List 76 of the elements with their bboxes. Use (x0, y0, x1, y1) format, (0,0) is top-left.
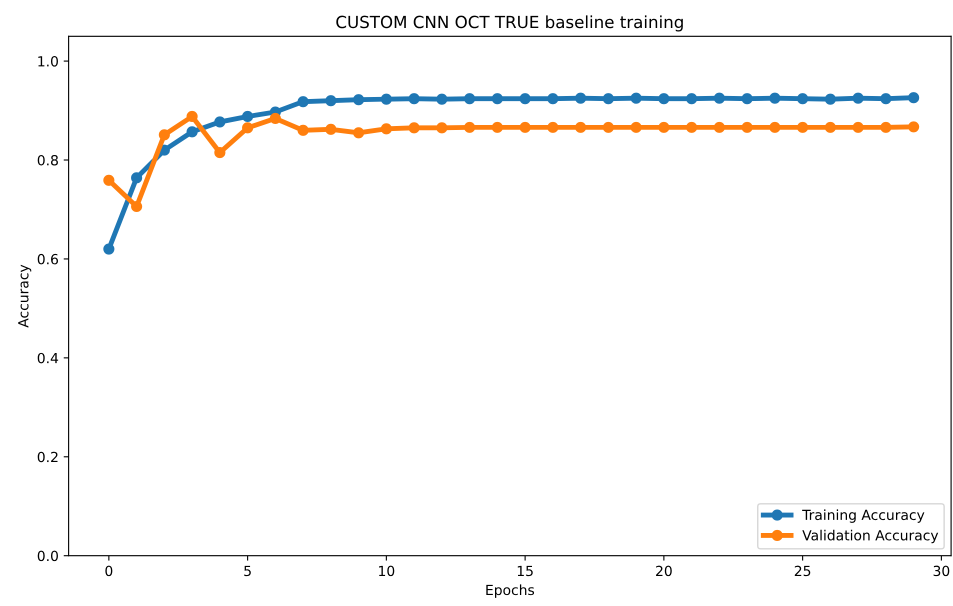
point (270, 112, 281, 124)
point (464, 93, 476, 104)
point (769, 122, 780, 133)
point (547, 93, 558, 104)
point (353, 127, 364, 138)
point (852, 122, 864, 133)
point (298, 96, 309, 108)
point (797, 93, 808, 104)
x-tick-label: 0 (105, 566, 112, 576)
legend-label: Training Accuracy (802, 509, 924, 523)
point (380, 123, 392, 134)
point (408, 93, 420, 104)
point (325, 95, 336, 106)
y-tick-label: 1.0 (38, 56, 58, 67)
point (436, 122, 448, 134)
y-axis-title: Accuracy (18, 264, 32, 328)
point (103, 174, 114, 186)
point (880, 93, 892, 104)
x-tick-label: 25 (794, 566, 810, 576)
point (242, 110, 254, 122)
point (186, 110, 198, 122)
point (408, 122, 420, 134)
y-tick-label: 0.0 (38, 550, 58, 562)
point (298, 124, 309, 136)
point (602, 93, 614, 104)
point (214, 116, 226, 128)
y-tick-label: 0.8 (38, 154, 58, 166)
point (714, 92, 725, 104)
point (520, 122, 531, 133)
point (186, 126, 198, 138)
point (547, 122, 558, 133)
point (824, 94, 836, 105)
y-tick-label: 0.2 (38, 452, 58, 462)
point (214, 147, 226, 158)
point (380, 94, 392, 105)
point (630, 92, 642, 104)
chart-title: CUSTOM CNN OCT TRUE baseline training (336, 15, 683, 32)
point (742, 93, 753, 104)
point (908, 121, 920, 132)
y-tick-label: 0.6 (38, 254, 58, 264)
point (325, 124, 336, 135)
point (131, 172, 142, 184)
point (880, 122, 892, 133)
x-tick-label: 5 (244, 566, 251, 576)
y-tick-label: 0.4 (38, 352, 58, 364)
x-tick-label: 20 (656, 566, 672, 576)
point (686, 122, 698, 133)
point (908, 92, 920, 104)
point (131, 200, 142, 212)
point (158, 129, 170, 140)
point (686, 93, 698, 104)
point (464, 122, 476, 133)
point (742, 122, 753, 133)
point (630, 122, 642, 133)
point (492, 93, 503, 104)
point (242, 122, 254, 134)
point (575, 92, 586, 104)
point (658, 93, 670, 104)
point (852, 92, 864, 104)
legend-label: Validation Accuracy (802, 530, 938, 544)
point (436, 94, 448, 105)
point (575, 122, 586, 133)
point (824, 122, 836, 133)
point (797, 122, 808, 133)
x-axis-title: Epochs (486, 584, 534, 598)
point (520, 93, 531, 104)
point (769, 92, 780, 104)
x-tick-label: 10 (379, 566, 394, 576)
point (353, 94, 364, 106)
point (658, 122, 670, 133)
point (492, 122, 503, 133)
point (602, 122, 614, 133)
point (714, 122, 725, 133)
x-tick-label: 15 (518, 566, 533, 576)
point (103, 243, 114, 255)
x-tick-label: 30 (934, 566, 950, 576)
